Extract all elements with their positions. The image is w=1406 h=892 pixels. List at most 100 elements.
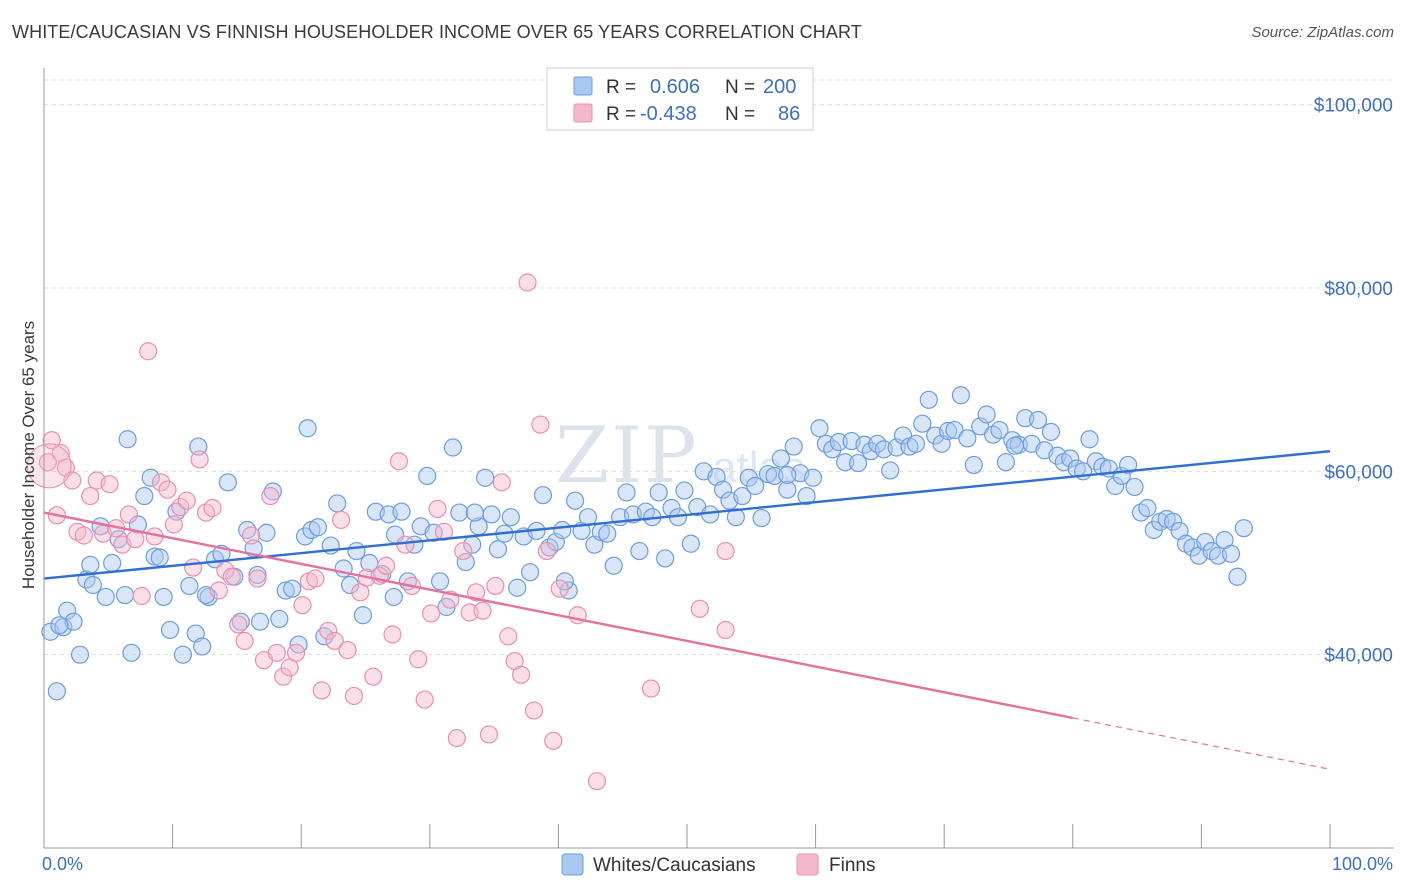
data-point	[486, 576, 505, 596]
data-point	[1118, 455, 1138, 475]
legend-r-value-blue: 0.606	[650, 76, 700, 98]
data-point	[550, 579, 569, 598]
data-point	[938, 421, 958, 441]
data-point	[823, 440, 842, 459]
data-point	[376, 556, 396, 575]
data-point	[566, 491, 585, 510]
legend-n-value-blue: 200	[763, 76, 796, 98]
data-point	[81, 555, 100, 574]
data-point	[122, 643, 141, 662]
data-point	[1228, 567, 1247, 586]
data-point	[733, 486, 752, 506]
data-point	[229, 615, 248, 634]
data-point	[430, 572, 450, 591]
trend-line-finns	[43, 511, 1074, 720]
data-point	[466, 583, 486, 602]
data-point	[184, 558, 203, 577]
series-legend-swatch-finns	[796, 853, 819, 876]
data-point	[248, 569, 267, 588]
data-point	[409, 650, 428, 669]
data-point	[151, 473, 171, 492]
data-point	[716, 541, 735, 561]
correlation-legend: R = 0.606 N = 200 R = -0.438 N = 86	[546, 67, 814, 131]
data-point	[383, 625, 402, 644]
data-point	[919, 390, 938, 409]
data-point	[778, 480, 797, 499]
data-point	[499, 627, 518, 646]
data-point	[881, 461, 900, 480]
chart-title: WHITE/CAUCASIAN VS FINNISH HOUSEHOLDER I…	[12, 22, 862, 42]
legend-n-label-pink: N =	[725, 104, 755, 125]
data-point	[392, 502, 411, 521]
chart-source: Source: ZipAtlas.com	[1251, 24, 1394, 41]
legend-swatch-pink	[573, 103, 593, 123]
data-point	[270, 609, 289, 629]
data-point	[630, 541, 649, 561]
data-point	[848, 453, 868, 473]
data-point	[479, 725, 499, 744]
data-point	[132, 586, 151, 606]
data-point	[308, 518, 328, 537]
data-point	[475, 468, 495, 487]
y-tick-label: $80,000	[1324, 279, 1393, 300]
data-point	[203, 498, 222, 518]
data-point	[508, 578, 527, 597]
data-point	[267, 643, 286, 662]
data-point	[118, 430, 137, 449]
data-point	[544, 731, 563, 750]
data-point	[74, 526, 93, 545]
data-point	[434, 522, 454, 541]
data-point	[836, 453, 855, 472]
data-point	[1041, 422, 1061, 442]
data-point	[746, 476, 765, 496]
data-point	[512, 665, 531, 684]
watermark-main: ZIP	[555, 411, 699, 501]
data-point	[364, 667, 383, 686]
data-point	[996, 453, 1016, 472]
data-point	[347, 541, 366, 561]
data-point	[713, 480, 733, 499]
data-point	[726, 508, 745, 527]
data-point	[1234, 519, 1253, 538]
data-point	[716, 620, 735, 640]
data-point	[81, 486, 100, 506]
data-point	[537, 541, 556, 561]
data-point	[758, 464, 778, 484]
data-point	[396, 535, 415, 554]
data-point	[701, 505, 720, 524]
data-point	[306, 569, 325, 588]
data-point	[421, 604, 441, 623]
series-whites	[41, 386, 1253, 701]
data-point	[797, 486, 816, 506]
data-point	[83, 575, 102, 595]
data-point	[906, 434, 926, 453]
data-point	[951, 386, 971, 405]
data-point	[473, 601, 492, 620]
data-point	[1061, 449, 1080, 468]
data-point	[656, 549, 675, 568]
legend-r-label-pink: R =	[606, 104, 636, 125]
data-point	[598, 524, 617, 543]
data-point	[690, 599, 709, 618]
data-point	[384, 587, 403, 607]
data-point	[1093, 457, 1112, 476]
data-point	[454, 541, 473, 561]
data-point	[325, 631, 344, 651]
data-point	[415, 690, 434, 709]
y-axis-title: Householder Income Over 65 years	[19, 321, 38, 589]
data-point	[190, 450, 209, 469]
data-point	[1196, 532, 1215, 552]
data-point	[340, 575, 360, 595]
data-point	[447, 728, 466, 748]
data-point	[1164, 512, 1183, 531]
data-point	[312, 681, 331, 700]
data-point	[617, 483, 636, 502]
y-tick-label: $60,000	[1324, 462, 1393, 483]
data-point	[115, 585, 135, 605]
data-point	[50, 616, 69, 635]
data-point	[218, 473, 237, 492]
data-point	[231, 612, 250, 631]
data-point	[257, 523, 276, 542]
data-point	[160, 620, 180, 640]
